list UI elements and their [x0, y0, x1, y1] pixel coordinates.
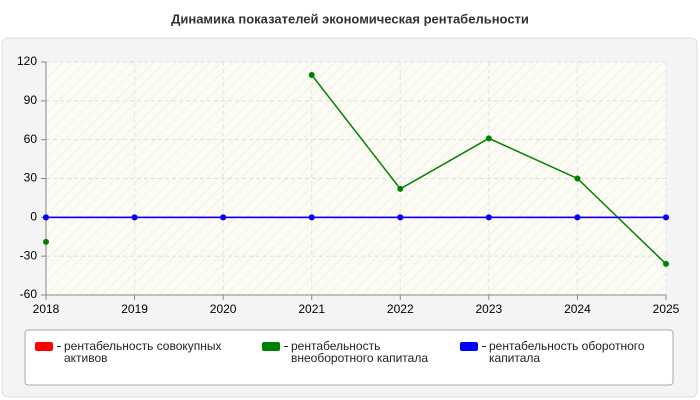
legend-swatch [262, 342, 280, 351]
point [574, 214, 581, 221]
point [397, 214, 404, 221]
point [574, 175, 581, 182]
point [43, 214, 49, 221]
point [43, 238, 49, 245]
point [308, 71, 315, 78]
x-tick-label: 2021 [298, 302, 325, 316]
legend-box [24, 329, 674, 386]
point [131, 214, 138, 221]
y-tick-label: 0 [30, 210, 37, 224]
point [485, 214, 492, 221]
legend-label: рентабельность совокупных активов [64, 339, 222, 365]
x-tick-label: 2022 [387, 302, 414, 316]
y-tick-label: 90 [24, 93, 38, 107]
point [485, 135, 492, 142]
x-tick-label: 2019 [121, 302, 148, 316]
x-tick-label: 2018 [33, 302, 60, 316]
legend-label: рентабельность внеоборотного капитала [291, 339, 428, 365]
y-tick-label: 60 [24, 132, 38, 146]
x-tick-label: 2020 [210, 302, 237, 316]
x-tick-label: 2023 [476, 302, 503, 316]
legend-swatch [35, 342, 53, 351]
point [397, 185, 404, 192]
y-tick-label: 30 [24, 171, 38, 185]
x-tick-label: 2024 [564, 302, 591, 316]
point [220, 214, 227, 221]
y-tick-label: 120 [17, 54, 37, 68]
y-tick-label: -60 [20, 287, 38, 301]
chart-title: Динамика показателей экономическая рента… [171, 11, 529, 26]
legend-label: рентабельность оборотного капитала [489, 339, 645, 365]
x-tick-label: 2025 [653, 302, 680, 316]
point [663, 214, 669, 221]
point [308, 214, 315, 221]
legend-swatch [460, 342, 478, 351]
point [663, 260, 669, 267]
y-tick-label: -30 [20, 248, 38, 262]
